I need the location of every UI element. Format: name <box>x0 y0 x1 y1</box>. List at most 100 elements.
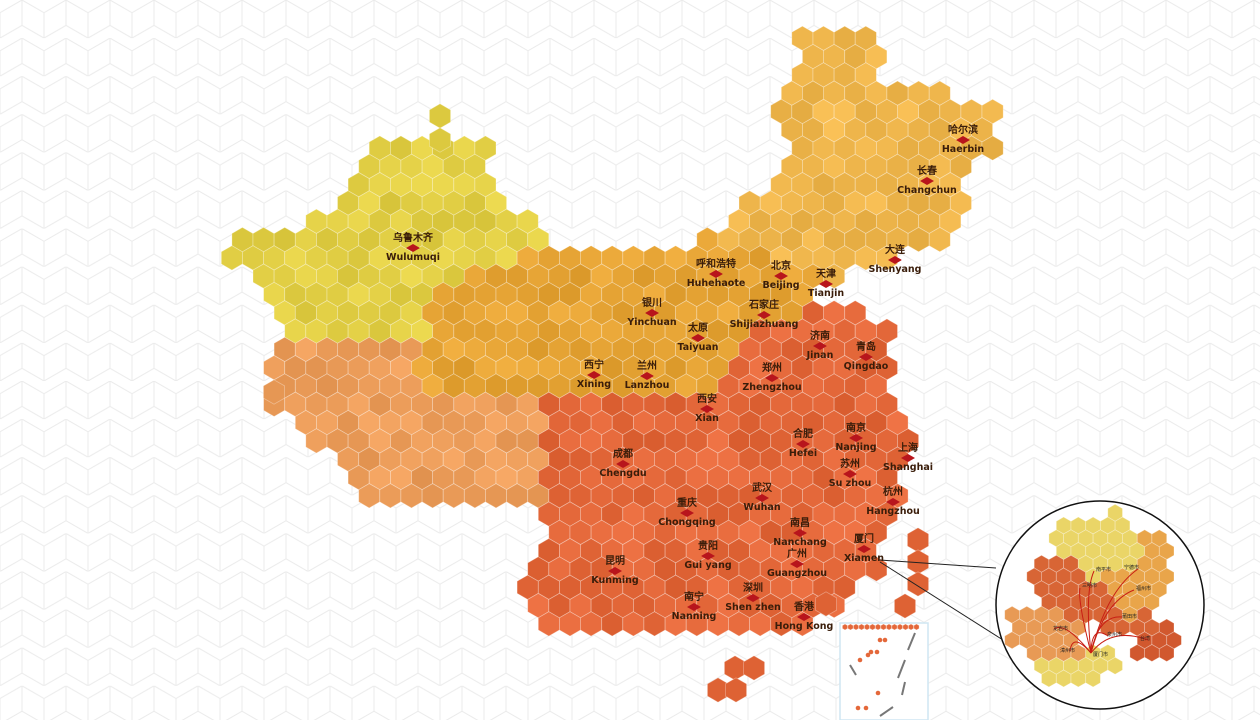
city-name-en: Shijiazhuang <box>729 319 799 330</box>
inset-city-label: 南平市 <box>1096 566 1111 573</box>
south-china-sea-box <box>839 622 929 720</box>
island-dot <box>882 637 888 643</box>
city-marker[interactable]: 苏州 Su zhou <box>829 460 872 489</box>
inset-city-label: 漳州市 <box>1060 647 1075 654</box>
city-name-zh: 乌鲁木齐 <box>392 233 433 244</box>
city-name-en: Wuhan <box>743 502 781 513</box>
city-marker[interactable]: 郑州 Zhengzhou <box>742 364 801 393</box>
inset-hex <box>1107 656 1123 675</box>
city-name-en: Xining <box>576 379 612 390</box>
diamond-marker-icon <box>699 405 714 413</box>
city-name-en: Gui yang <box>684 560 732 571</box>
city-marker[interactable]: 兰州 Lanzhou <box>625 362 670 391</box>
city-marker[interactable]: 乌鲁木齐 Wulumuqi <box>386 234 440 263</box>
nine-dash-line <box>849 664 857 676</box>
city-name-zh: 呼和浩特 <box>695 259 736 270</box>
inset-hex <box>1085 669 1101 688</box>
route-line <box>1079 587 1092 654</box>
city-marker[interactable]: 长春 Changchun <box>897 167 957 196</box>
scs-hex <box>880 623 887 631</box>
island-dot <box>855 705 861 711</box>
diamond-marker-icon <box>607 567 622 575</box>
city-name-zh: 深圳 <box>743 583 763 594</box>
city-name-zh: 南昌 <box>790 518 810 529</box>
diamond-marker-icon <box>796 613 811 621</box>
city-marker[interactable]: 西安 Xian <box>695 395 719 424</box>
inset-city-label: 泉州市 <box>1107 631 1122 638</box>
city-name-zh: 上海 <box>897 443 918 454</box>
city-marker[interactable]: 合肥 Hefei <box>789 430 817 459</box>
city-marker[interactable]: 石家庄 Shijiazhuang <box>730 301 799 330</box>
city-marker[interactable]: 武汉 Wuhan <box>743 484 780 513</box>
city-name-zh: 杭州 <box>882 487 903 498</box>
city-name-en: Hangzhou <box>866 506 920 517</box>
city-name-zh: 苏州 <box>840 459 860 470</box>
city-marker[interactable]: 贵阳 Gui yang <box>684 542 731 571</box>
city-marker[interactable]: 南宁 Nanning <box>672 593 717 622</box>
hex-south <box>907 571 929 597</box>
diamond-marker-icon <box>887 256 902 264</box>
city-marker[interactable]: 大连 Shenyang <box>869 246 922 275</box>
city-name-en: Shen zhen <box>725 602 781 613</box>
city-name-en: Nanning <box>671 611 717 622</box>
city-name-zh: 香港 <box>793 602 814 613</box>
city-name-en: Huhehaote <box>686 278 746 289</box>
city-marker[interactable]: 哈尔滨 Haerbin <box>942 126 984 155</box>
inset-city-label: 厦门市 <box>1093 651 1108 658</box>
inset-city-label: 龙岩市 <box>1053 625 1068 632</box>
city-marker[interactable]: 广州 Guangzhou <box>767 550 827 579</box>
inset-hex <box>1041 669 1057 688</box>
island-dot <box>865 652 871 658</box>
diamond-marker-icon <box>885 498 900 506</box>
route-line <box>1090 616 1123 654</box>
city-marker[interactable]: 青岛 Qingdao <box>844 343 889 372</box>
diamond-marker-icon <box>644 309 659 317</box>
city-name-en: Beijing <box>762 280 800 291</box>
diamond-marker-icon <box>793 529 807 537</box>
city-marker[interactable]: 南京 Nanjing <box>835 424 876 453</box>
city-marker[interactable]: 深圳 Shen zhen <box>725 584 781 613</box>
city-name-en: Nanchang <box>773 537 827 548</box>
city-name-zh: 郑州 <box>762 363 782 374</box>
city-name-en: Shenyang <box>868 264 922 275</box>
city-marker[interactable]: 天津 Tianjin <box>808 270 844 299</box>
city-name-en: Tianjin <box>807 288 845 299</box>
city-marker[interactable]: 厦门 Xiamen <box>844 535 884 564</box>
city-marker[interactable]: 香港 Hong Kong <box>775 603 834 632</box>
hex-west <box>263 379 285 405</box>
city-marker[interactable]: 呼和浩特 Huhehaote <box>687 260 746 289</box>
city-marker[interactable]: 西宁 Xining <box>577 361 611 390</box>
diamond-marker-icon <box>774 272 788 280</box>
hex-south <box>743 655 765 681</box>
diamond-marker-icon <box>790 560 804 568</box>
city-marker[interactable]: 南昌 Nanchang <box>773 519 827 548</box>
city-name-en: Jinan <box>806 350 834 361</box>
city-marker[interactable]: 重庆 Chongqing <box>658 499 715 528</box>
diamond-marker-icon <box>848 434 863 442</box>
city-marker[interactable]: 昆明 Kunming <box>591 557 638 586</box>
city-marker[interactable]: 杭州 Hangzhou <box>866 488 920 517</box>
city-name-zh: 武汉 <box>752 483 772 494</box>
city-marker[interactable]: 成都 Chengdu <box>599 450 646 479</box>
inset-city-label: 宁德市 <box>1124 564 1139 571</box>
city-name-en: Shanghai <box>882 462 934 473</box>
city-name-zh: 青岛 <box>855 342 876 353</box>
diamond-marker-icon <box>687 603 701 611</box>
scs-hex <box>891 623 898 631</box>
city-name-en: Guangzhou <box>766 568 828 579</box>
city-marker[interactable]: 上海 Shanghai <box>883 444 933 473</box>
island-dot <box>863 705 869 711</box>
diamond-marker-icon <box>586 371 601 379</box>
city-marker[interactable]: 北京 Beijing <box>762 262 799 291</box>
city-marker[interactable]: 济南 Jinan <box>807 332 834 361</box>
inset-connector-lines <box>879 559 1004 641</box>
scs-hex <box>875 623 881 631</box>
inset-city-label: 台湾 <box>1140 635 1150 642</box>
city-marker[interactable]: 银川 Yinchuan <box>627 299 676 328</box>
city-marker[interactable]: 太原 Taiyuan <box>677 324 718 353</box>
city-name-zh: 成都 <box>613 449 633 460</box>
diamond-marker-icon <box>919 177 934 185</box>
city-name-en: Xian <box>695 413 719 424</box>
diamond-marker-icon <box>858 353 873 361</box>
